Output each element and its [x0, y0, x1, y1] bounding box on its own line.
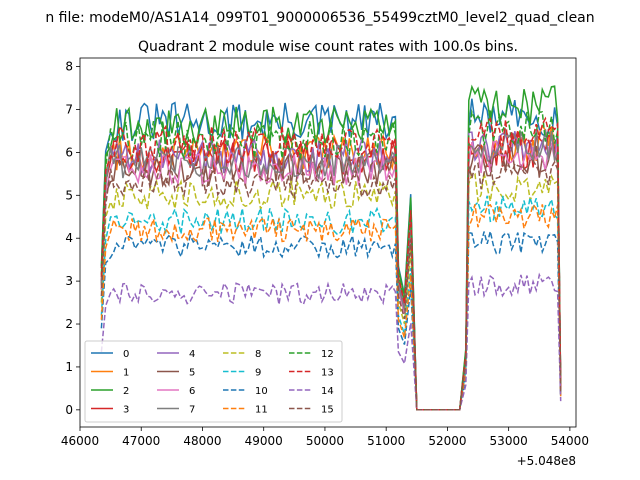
x-tick-label: 50000: [306, 434, 344, 448]
legend-label-15: 15: [321, 405, 334, 416]
legend-label-9: 9: [255, 368, 261, 379]
x-tick-label: 48000: [183, 434, 221, 448]
legend-label-13: 13: [321, 368, 334, 379]
chart-title: Quadrant 2 module wise count rates with …: [138, 39, 518, 55]
series-line-7: [100, 127, 562, 411]
series-line-2: [100, 84, 562, 411]
x-offset-label: +5.048e8: [517, 454, 576, 468]
series-line-14: [100, 272, 562, 411]
x-axis: 46000 47000 48000 49000 50000 51000 52000 53000…: [61, 427, 589, 448]
x-tick-label: 52000: [428, 434, 466, 448]
x-tick-label: 54000: [551, 434, 589, 448]
legend-label-2: 2: [123, 386, 129, 397]
legend-label-11: 11: [255, 405, 268, 416]
legend-label-10: 10: [255, 386, 268, 397]
figure-suptitle: n file: modeM0/AS1A14_099T01_9000006536_…: [45, 10, 594, 26]
series-line-9: [100, 195, 562, 411]
series-line-11: [100, 203, 562, 411]
legend-label-4: 4: [189, 349, 195, 360]
legend-label-5: 5: [189, 368, 195, 379]
series-line-13: [100, 116, 562, 411]
legend-label-6: 6: [189, 386, 195, 397]
series-line-8: [100, 172, 562, 411]
legend-box: [84, 340, 343, 423]
y-axis: 0 1 2 3 4 5 6 7 8: [65, 60, 80, 417]
y-tick-label: 2: [65, 317, 73, 331]
y-tick-label: 8: [65, 60, 73, 74]
x-tick-label: 53000: [490, 434, 528, 448]
x-tick-label: 51000: [367, 434, 405, 448]
x-tick-label: 49000: [245, 434, 283, 448]
series-layer: [100, 84, 562, 411]
y-tick-label: 5: [65, 188, 73, 202]
y-tick-label: 6: [65, 145, 73, 159]
legend-label-7: 7: [189, 405, 195, 416]
x-tick-label: 47000: [122, 434, 160, 448]
legend-label-3: 3: [123, 405, 129, 416]
x-tick-label: 46000: [61, 434, 99, 448]
y-tick-label: 1: [65, 360, 73, 374]
legend-label-12: 12: [321, 349, 334, 360]
legend-label-0: 0: [123, 349, 129, 360]
series-line-15: [100, 158, 562, 411]
plot-frame: [79, 57, 577, 428]
y-tick-label: 3: [65, 274, 73, 288]
y-tick-label: 7: [65, 102, 73, 116]
y-tick-label: 0: [65, 403, 73, 417]
legend-label-8: 8: [255, 349, 261, 360]
y-tick-label: 4: [65, 231, 73, 245]
legend-label-14: 14: [321, 386, 334, 397]
series-line-6: [100, 140, 562, 411]
legend-label-1: 1: [123, 368, 129, 379]
